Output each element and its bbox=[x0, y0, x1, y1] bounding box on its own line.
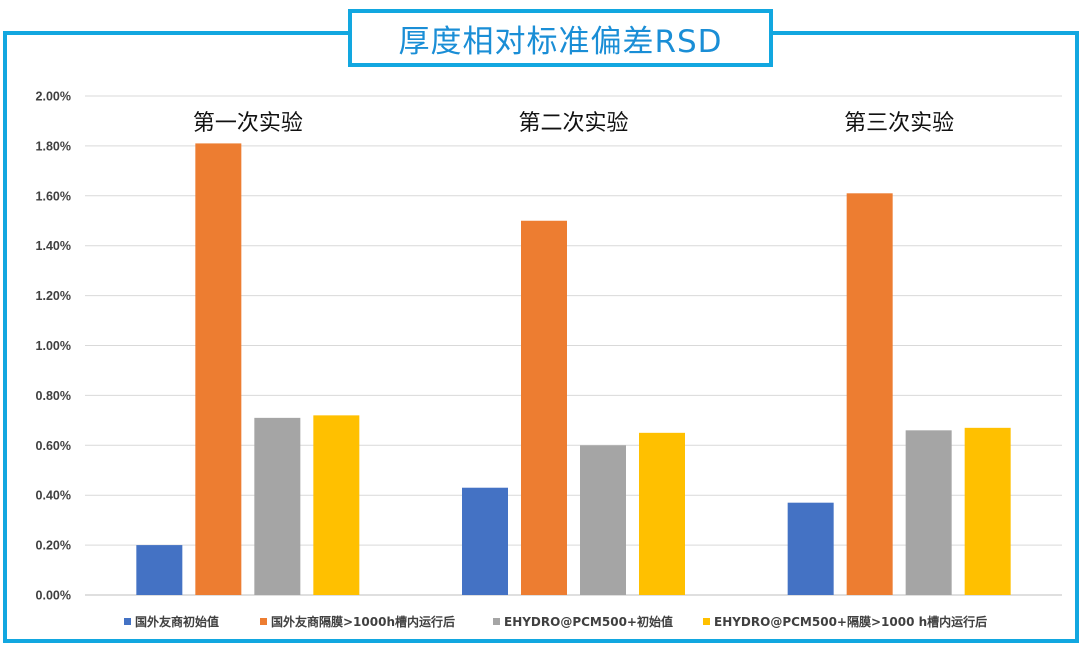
bar bbox=[580, 445, 626, 595]
y-tick-label: 1.80% bbox=[36, 139, 71, 153]
y-tick-label: 1.40% bbox=[36, 239, 71, 253]
legend-label: EHYDRO@PCM500+隔膜>1000 h槽内运行后 bbox=[714, 614, 987, 629]
bar bbox=[787, 502, 834, 595]
bar bbox=[964, 427, 1011, 595]
legend-label: 国外友商初始值 bbox=[135, 614, 219, 629]
bar bbox=[195, 143, 242, 595]
bar bbox=[521, 220, 567, 595]
y-tick-label: 0.80% bbox=[36, 389, 71, 403]
bar bbox=[846, 193, 893, 595]
category-label: 第三次实验 bbox=[844, 111, 954, 136]
bar bbox=[905, 430, 952, 595]
legend: 国外友商初始值 国外友商隔膜>1000h槽内运行后 EHYDRO@PCM500+初始… bbox=[124, 614, 987, 629]
category-label: 第二次实验 bbox=[518, 111, 628, 136]
y-tick-label: 1.60% bbox=[36, 189, 71, 203]
category-labels: 第一次实验 第二次实验 第三次实验 bbox=[193, 111, 954, 136]
bars bbox=[136, 143, 1011, 595]
bar bbox=[254, 417, 301, 595]
y-tick-label: 0.60% bbox=[36, 439, 71, 453]
legend-swatch bbox=[260, 618, 267, 625]
y-tick-label: 0.00% bbox=[36, 589, 71, 603]
y-axis-ticks: 0.00% 0.20% 0.40% 0.60% 0.80% 1.00% 1.20% 1.40%… bbox=[36, 90, 71, 603]
gridlines bbox=[85, 95, 1062, 596]
bar bbox=[313, 415, 360, 595]
bar bbox=[639, 432, 685, 595]
y-tick-label: 1.20% bbox=[36, 289, 71, 303]
category-label: 第一次实验 bbox=[193, 111, 303, 136]
y-tick-label: 2.00% bbox=[36, 90, 71, 104]
bar bbox=[136, 545, 183, 595]
legend-swatch bbox=[703, 618, 710, 625]
legend-label: 国外友商隔膜>1000h槽内运行后 bbox=[271, 614, 455, 629]
chart-title: 厚度相对标准偏差RSD bbox=[348, 9, 773, 67]
legend-swatch bbox=[493, 618, 500, 625]
y-tick-label: 0.20% bbox=[36, 539, 71, 553]
legend-swatch bbox=[124, 618, 131, 625]
y-tick-label: 0.40% bbox=[36, 489, 71, 503]
bar bbox=[462, 487, 508, 595]
legend-label: EHYDRO@PCM500+初始值 bbox=[504, 614, 673, 629]
y-tick-label: 1.00% bbox=[36, 339, 71, 353]
